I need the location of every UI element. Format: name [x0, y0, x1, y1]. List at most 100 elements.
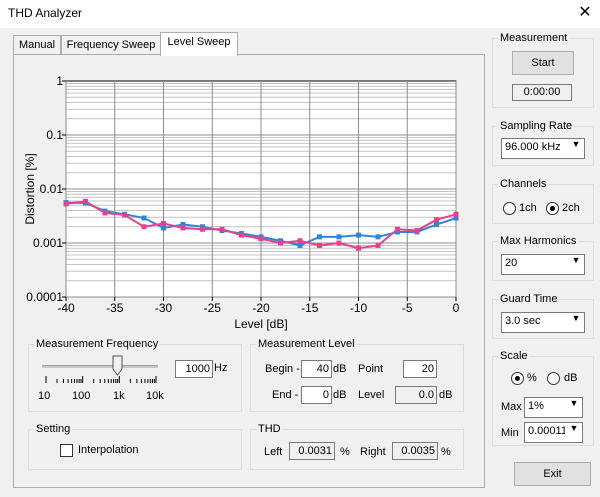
interpolation-checkbox[interactable] [60, 444, 73, 457]
thd-left-readout: 0.0031 [289, 442, 335, 460]
thd-group: THD [250, 423, 464, 470]
tab-level-sweep[interactable]: Level Sweep [160, 32, 238, 56]
channel-1ch-label: 1ch [519, 202, 537, 214]
max-harmonics-group: Max Harmonics [492, 235, 594, 281]
tab-frequency-sweep[interactable]: Frequency Sweep [61, 35, 161, 55]
frequency-slider-thumb[interactable] [112, 355, 124, 377]
data-point [141, 224, 147, 230]
chart-grid [65, 81, 457, 298]
max-harmonics-select[interactable]: 20 ▼ [501, 254, 585, 275]
guard-time-value: 3.0 sec [505, 315, 541, 327]
measurement-level-group: Measurement Level [250, 338, 464, 412]
scale-max-label: Max [501, 401, 522, 413]
x-tick-label: 0 [453, 301, 460, 315]
point-label: Point [358, 363, 384, 375]
title-bar [0, 0, 600, 28]
data-point [336, 240, 342, 246]
scale-group: Scale [492, 350, 594, 446]
measurement-legend: Measurement [500, 32, 568, 44]
data-point [356, 232, 361, 238]
end-unit: dB [333, 389, 347, 401]
setting-group: Setting [28, 423, 242, 470]
measurement-frequency-legend: Measurement Frequency [36, 338, 159, 350]
scale-min-value: 0.00011 [528, 425, 567, 437]
channels-group: Channels [492, 178, 594, 224]
window-title: THD Analyzer [8, 6, 83, 20]
y-tick-label: 0.0001 [26, 290, 63, 304]
x-axis-label: Level [dB] [234, 317, 287, 331]
x-tick-label: -5 [402, 301, 413, 315]
scale-percent-radio[interactable] [511, 372, 524, 385]
x-tick-label: -25 [204, 301, 222, 315]
guard-time-group: Guard Time [492, 293, 594, 339]
channel-1ch-radio[interactable] [503, 202, 516, 215]
freq-tick-10k: 10k [146, 390, 164, 402]
y-tick-label: 0.1 [46, 128, 63, 142]
frequency-slider-track[interactable] [42, 365, 158, 368]
frequency-unit: Hz [214, 362, 228, 374]
data-point [453, 211, 459, 217]
y-axis-label: Distortion [%] [23, 153, 37, 224]
thd-left-label: Left [264, 446, 283, 458]
chevron-down-icon: ▼ [567, 313, 584, 332]
x-tick-label: -30 [155, 301, 173, 315]
data-point [219, 226, 225, 232]
sampling-rate-value: 96.000 kHz [505, 141, 561, 153]
frequency-tick-marks [45, 376, 157, 383]
data-point [414, 228, 420, 234]
begin-level-input[interactable]: 40 [301, 360, 332, 378]
data-point [375, 234, 381, 240]
data-point [63, 201, 69, 207]
end-label: End - [272, 389, 299, 401]
scale-max-select[interactable]: 1% ▼ [524, 397, 583, 418]
sampling-rate-select[interactable]: 96.000 kHz ▼ [501, 138, 585, 159]
measurement-group: Measurement [492, 32, 594, 108]
x-tick-label: -35 [106, 301, 124, 315]
tab-manual[interactable]: Manual [13, 35, 61, 55]
data-point [278, 240, 283, 246]
data-point [297, 242, 303, 248]
chart-ticks: -40 -35 -30 -25 -20 -15 -10 -5 0 0.0001 0.001 0.01 0… [26, 74, 459, 315]
freq-tick-1k: 1k [113, 390, 125, 402]
level-readout: 0.0 [395, 386, 437, 404]
scale-min-select[interactable]: 0.00011 ▼ [524, 422, 583, 443]
end-level-input[interactable]: 0 [301, 386, 332, 404]
interpolation-label: Interpolation [78, 444, 139, 456]
start-button[interactable]: Start [512, 51, 574, 75]
guard-time-legend: Guard Time [500, 293, 558, 305]
close-icon[interactable]: ✕ [578, 4, 592, 21]
thd-right-label: Right [360, 446, 386, 458]
x-tick-label: -10 [350, 301, 368, 315]
sampling-rate-legend: Sampling Rate [500, 120, 573, 132]
data-point [317, 242, 322, 248]
exit-button[interactable]: Exit [514, 462, 591, 486]
data-point [161, 220, 166, 226]
data-point [141, 215, 147, 221]
scale-db-radio[interactable] [547, 372, 560, 385]
scale-db-label: dB [564, 372, 578, 384]
channel-2ch-radio[interactable] [546, 202, 559, 215]
data-point [83, 198, 88, 204]
y-tick-label: 0.01 [40, 182, 64, 196]
data-point [336, 234, 342, 240]
data-point [434, 217, 439, 223]
point-input[interactable]: 20 [403, 360, 437, 378]
data-point [434, 222, 439, 228]
frequency-input[interactable]: 1000 [175, 360, 213, 378]
data-point [297, 238, 303, 244]
thd-legend: THD [258, 423, 281, 435]
guard-time-select[interactable]: 3.0 sec ▼ [501, 312, 585, 333]
level-unit: dB [439, 389, 453, 401]
data-point [258, 236, 264, 242]
chart-series [63, 198, 459, 251]
data-point [356, 245, 361, 251]
scale-legend: Scale [500, 350, 528, 362]
level-label: Level [358, 389, 385, 401]
elapsed-time-readout: 0:00:00 [512, 84, 572, 101]
thd-right-readout: 0.0035 [392, 442, 438, 460]
max-harmonics-legend: Max Harmonics [500, 235, 577, 247]
measurement-level-legend: Measurement Level [258, 338, 355, 350]
freq-tick-100: 100 [72, 390, 91, 402]
x-tick-label: -15 [301, 301, 319, 315]
data-point [317, 234, 322, 240]
